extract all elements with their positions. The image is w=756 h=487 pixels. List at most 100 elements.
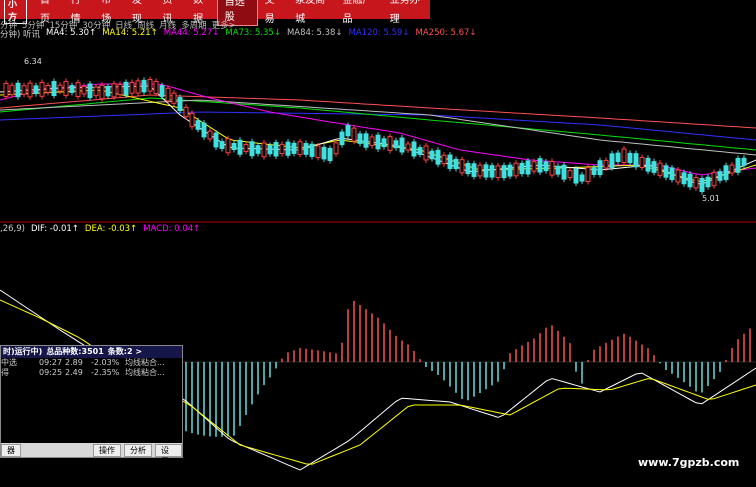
candle bbox=[27, 82, 33, 98]
candle bbox=[603, 159, 609, 169]
period-tab[interactable]: 30分钟 bbox=[82, 21, 111, 31]
candle bbox=[195, 120, 201, 130]
period-tab[interactable]: 分钟 bbox=[0, 21, 18, 31]
period-tab[interactable]: 周线 bbox=[137, 21, 155, 31]
candle bbox=[243, 144, 249, 152]
popup-row[interactable]: 中选 09:27 2.89 -2.03% 均线粘合... bbox=[1, 358, 182, 368]
popup-total: 总品种数:3501 bbox=[46, 347, 104, 356]
menu-item[interactable]: 数据 bbox=[193, 0, 204, 25]
period-tab[interactable]: 5分钟 bbox=[22, 21, 45, 31]
screener-popup: 时)运行中) 总品种数:3501 条数:2 > 中选 09:27 2.89 -2.03% 均线… bbox=[0, 345, 183, 466]
ma-value: MA4: 5.30↑ bbox=[46, 28, 97, 38]
period-tab[interactable]: 15分钟 bbox=[49, 21, 78, 31]
candle bbox=[489, 165, 495, 178]
period-bar: 分钟 5分钟 15分钟 30分钟 日线 周线 月线 多周期 更多> bbox=[0, 19, 236, 31]
candle bbox=[231, 142, 237, 151]
candle bbox=[387, 136, 393, 151]
candle bbox=[663, 165, 669, 178]
candle bbox=[669, 167, 675, 181]
button[interactable]: 器 bbox=[1, 444, 21, 457]
candle bbox=[417, 147, 423, 155]
candle bbox=[51, 81, 57, 97]
candle bbox=[315, 145, 321, 158]
macd-value: MACD: 0.04↑ bbox=[143, 224, 201, 234]
popup-row[interactable]: 得 09:25 2.49 -2.35% 均线粘合... bbox=[1, 368, 182, 378]
candle bbox=[219, 141, 225, 149]
ma-line bbox=[0, 97, 756, 151]
menu-item[interactable]: 资讯 bbox=[162, 0, 173, 25]
menu-item[interactable]: 交易 bbox=[264, 0, 275, 25]
period-tab[interactable]: 月线 bbox=[159, 21, 177, 31]
candle bbox=[531, 161, 537, 172]
candle bbox=[621, 148, 627, 163]
menu-item[interactable]: 首页 bbox=[39, 0, 50, 25]
popup-cell: -2.35% bbox=[91, 368, 120, 377]
popup-cell: 2.49 bbox=[65, 368, 83, 377]
popup-cell: 2.89 bbox=[65, 358, 83, 367]
popup-footer: 器 操作 分析 设置 bbox=[1, 443, 182, 466]
menu-item[interactable]: 市场 bbox=[101, 0, 112, 25]
popup-cell: 均线粘合... bbox=[125, 368, 165, 377]
menu-item[interactable]: 行情 bbox=[70, 0, 81, 25]
candle bbox=[21, 85, 27, 95]
popup-cell: 09:25 bbox=[39, 368, 63, 377]
menu-bar: 小方 首页 行情 市场 发现 资讯 数据 自选股 交易 泉友商城 金融产品 业务办理 bbox=[0, 0, 430, 26]
candle bbox=[363, 133, 369, 148]
menu-item[interactable]: 发现 bbox=[131, 0, 142, 25]
candle bbox=[33, 85, 39, 95]
candle bbox=[735, 157, 741, 173]
popup-cell: 得 bbox=[1, 368, 9, 377]
period-tab[interactable]: 更多> bbox=[211, 21, 236, 31]
button[interactable]: 操作 bbox=[93, 444, 121, 457]
candle bbox=[213, 132, 219, 148]
candle bbox=[177, 96, 183, 112]
candle bbox=[639, 157, 645, 168]
candle bbox=[15, 82, 21, 98]
candle bbox=[465, 162, 471, 175]
high-label: 6.34 bbox=[24, 57, 42, 66]
candle bbox=[327, 148, 333, 162]
candle bbox=[75, 82, 81, 98]
button[interactable]: 设置 bbox=[155, 444, 182, 466]
menu-item[interactable]: 泉友商城 bbox=[295, 0, 326, 25]
menu-item[interactable]: 金融产品 bbox=[342, 0, 373, 25]
candle bbox=[495, 165, 501, 179]
popup-cell: -2.03% bbox=[91, 358, 120, 367]
candle bbox=[549, 160, 555, 176]
candle bbox=[543, 161, 549, 172]
candle bbox=[729, 164, 735, 174]
ma-value: MA250: 5.67↓ bbox=[415, 28, 477, 38]
candle bbox=[513, 162, 519, 177]
candle bbox=[267, 144, 273, 155]
candle bbox=[615, 152, 621, 163]
candle bbox=[93, 86, 99, 97]
candle bbox=[441, 154, 447, 165]
candle bbox=[123, 81, 129, 96]
candle bbox=[555, 165, 561, 175]
button[interactable]: 分析 bbox=[124, 444, 152, 457]
candle bbox=[147, 79, 153, 92]
candle bbox=[501, 165, 507, 179]
period-tab[interactable]: 多周期 bbox=[181, 21, 207, 31]
period-tab[interactable]: 日线 bbox=[115, 21, 133, 31]
candle bbox=[9, 84, 15, 96]
candle bbox=[681, 172, 687, 185]
candle bbox=[99, 84, 105, 100]
candle bbox=[339, 131, 345, 146]
candle bbox=[591, 167, 597, 175]
candle bbox=[207, 130, 213, 140]
ma-value: MA84: 5.38↓ bbox=[286, 28, 343, 38]
candle bbox=[411, 141, 417, 157]
candle bbox=[159, 85, 165, 97]
ma-value: MA73: 5.35↓ bbox=[225, 28, 281, 38]
menu-item[interactable]: 自选股 bbox=[216, 0, 258, 26]
candle bbox=[429, 150, 435, 160]
candle bbox=[627, 152, 633, 164]
candle bbox=[117, 83, 123, 96]
candle bbox=[423, 145, 429, 161]
menu-item[interactable]: 业务办理 bbox=[389, 0, 420, 25]
candle bbox=[447, 154, 453, 169]
logo: 小方 bbox=[4, 0, 27, 24]
